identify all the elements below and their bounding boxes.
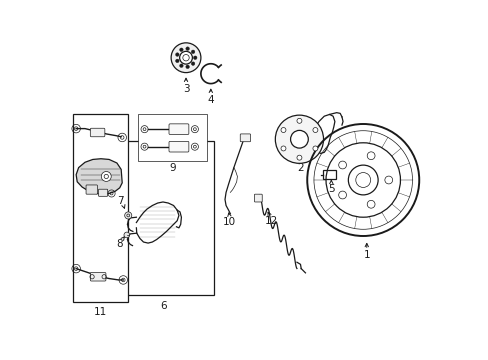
FancyBboxPatch shape xyxy=(86,185,97,194)
FancyBboxPatch shape xyxy=(98,189,107,196)
Circle shape xyxy=(185,47,189,50)
Circle shape xyxy=(290,130,307,148)
Text: 11: 11 xyxy=(93,307,106,317)
Bar xyxy=(72,114,127,302)
Text: 3: 3 xyxy=(183,84,189,94)
Circle shape xyxy=(312,127,317,132)
Circle shape xyxy=(179,64,183,67)
Text: 8: 8 xyxy=(116,239,123,249)
Circle shape xyxy=(384,176,392,184)
Circle shape xyxy=(101,171,111,181)
Bar xyxy=(138,114,207,161)
Circle shape xyxy=(124,232,129,238)
Circle shape xyxy=(193,56,197,59)
Bar xyxy=(113,141,214,295)
Circle shape xyxy=(338,161,346,169)
Circle shape xyxy=(171,43,201,73)
Circle shape xyxy=(281,127,285,132)
Circle shape xyxy=(179,51,192,64)
Polygon shape xyxy=(76,159,122,194)
Circle shape xyxy=(179,48,183,51)
Circle shape xyxy=(366,152,374,159)
FancyBboxPatch shape xyxy=(169,124,188,135)
Circle shape xyxy=(124,212,132,219)
Text: 1: 1 xyxy=(363,251,369,261)
Circle shape xyxy=(296,155,301,160)
Circle shape xyxy=(185,65,189,68)
Circle shape xyxy=(296,118,301,123)
Text: 6: 6 xyxy=(160,301,167,311)
FancyBboxPatch shape xyxy=(90,273,106,281)
Text: 2: 2 xyxy=(297,163,303,172)
Circle shape xyxy=(338,191,346,199)
Circle shape xyxy=(275,115,323,163)
Text: 9: 9 xyxy=(169,163,176,173)
FancyBboxPatch shape xyxy=(90,128,104,137)
Circle shape xyxy=(175,53,179,56)
Circle shape xyxy=(175,59,179,63)
Circle shape xyxy=(281,146,285,151)
Circle shape xyxy=(366,201,374,208)
Text: 4: 4 xyxy=(207,95,214,104)
Circle shape xyxy=(191,50,194,54)
Circle shape xyxy=(312,146,317,151)
FancyBboxPatch shape xyxy=(169,141,188,152)
Bar xyxy=(323,170,335,179)
FancyBboxPatch shape xyxy=(240,134,250,142)
Text: 5: 5 xyxy=(327,184,334,194)
Text: 12: 12 xyxy=(264,216,277,226)
Circle shape xyxy=(191,62,194,66)
FancyBboxPatch shape xyxy=(254,194,262,202)
Text: 7: 7 xyxy=(117,196,123,206)
Text: 10: 10 xyxy=(223,217,236,227)
